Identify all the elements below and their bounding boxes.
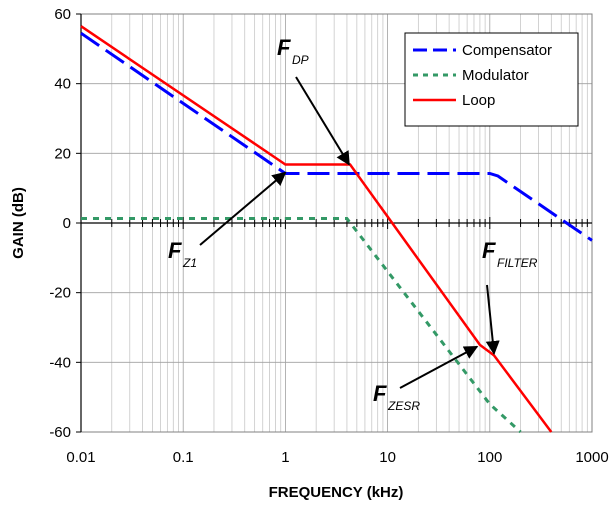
series-line-modulator xyxy=(81,217,522,434)
x-axis-minor-ticks xyxy=(76,13,588,433)
y-tick-label: -20 xyxy=(49,285,71,302)
legend: Compensator Modulator Loop xyxy=(404,32,579,127)
annotation-subscript: FILTER xyxy=(497,256,538,270)
y-tick-label: 40 xyxy=(54,76,71,93)
y-tick-label: -40 xyxy=(49,354,71,371)
annotation-label: F xyxy=(277,35,291,60)
x-tick-label: 1000 xyxy=(575,449,608,466)
x-tick-label: 0.01 xyxy=(66,449,95,466)
x-tick-label: 100 xyxy=(477,449,502,466)
legend-label-modulator: Modulator xyxy=(462,67,529,84)
x-tick-label: 0.1 xyxy=(173,449,194,466)
x-tick-label: 10 xyxy=(379,449,396,466)
annotation-subscript: DP xyxy=(292,53,309,67)
annotation-subscript: ZESR xyxy=(387,399,420,413)
annotation-arrow xyxy=(199,171,287,246)
y-tick-labels: 60 40 20 0 -20 -40 -60 xyxy=(49,6,71,441)
x-axis-title: FREQUENCY (kHz) xyxy=(269,484,404,501)
annotation-label: F xyxy=(373,381,387,406)
annotation-arrow xyxy=(485,284,500,356)
annotation-arrow xyxy=(295,76,350,166)
annotation-label: F xyxy=(168,238,182,263)
annotation-label: F xyxy=(482,238,496,263)
legend-label-loop: Loop xyxy=(462,92,495,109)
y-tick-label: 60 xyxy=(54,6,71,23)
y-axis-title: GAIN (dB) xyxy=(10,187,27,259)
annotation-subscript: Z1 xyxy=(182,256,197,270)
x-tick-label: 1 xyxy=(281,449,289,466)
series-line-loop xyxy=(80,25,553,433)
y-tick-label: 0 xyxy=(63,215,71,232)
series-line-compensator xyxy=(80,31,593,242)
legend-label-compensator: Compensator xyxy=(462,42,552,59)
y-tick-label: -60 xyxy=(49,424,71,441)
y-tick-label: 20 xyxy=(54,145,71,162)
series-layer xyxy=(80,25,593,434)
annotation-arrow xyxy=(399,345,479,389)
x-tick-labels: 0.01 0.1 1 10 100 1000 xyxy=(66,449,608,466)
